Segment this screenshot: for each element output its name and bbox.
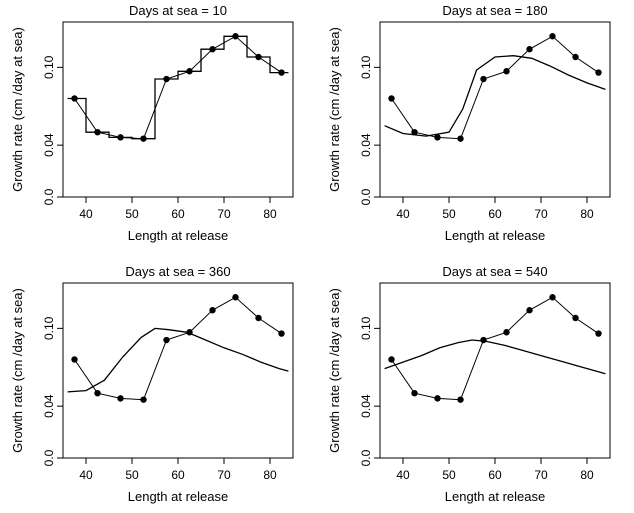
data-point [232, 294, 239, 301]
series-1-line [391, 35, 599, 140]
data-point [480, 336, 487, 344]
y-tick-label: 0.04 [42, 394, 56, 418]
data-point [117, 395, 124, 402]
y-tick-label: 0.04 [359, 394, 373, 418]
x-tick-label: 60 [171, 207, 185, 221]
series-1-line [74, 296, 282, 401]
x-tick-label: 70 [534, 207, 548, 221]
y-tick-label: 0.10 [42, 316, 56, 340]
panel-4: Days at sea = 540 40 50 60 70 80 0.0 0.04 0.10 Le… [327, 264, 611, 504]
y-tick-label: 0.10 [359, 316, 373, 340]
data-point [71, 356, 78, 363]
x-tick-label: 40 [79, 207, 93, 221]
x-tick-label: 80 [580, 468, 594, 482]
data-point [595, 69, 602, 76]
x-tick-label: 60 [171, 468, 185, 482]
x-tick-label: 60 [488, 207, 502, 221]
data-point [526, 46, 533, 53]
data-point [572, 314, 579, 322]
panel-title: Days at sea = 360 [125, 264, 230, 279]
y-axis-label: Growth rate (cm /day at sea) [327, 27, 342, 192]
data-point [411, 389, 418, 397]
x-tick-label: 60 [488, 468, 502, 482]
y-tick-label: 0.0 [359, 449, 373, 466]
x-tick-label: 70 [217, 207, 231, 221]
y-tick-label: 0.04 [42, 133, 56, 157]
x-tick-label: 80 [263, 468, 277, 482]
x-tick-label: 70 [217, 468, 231, 482]
panel-title: Days at sea = 180 [442, 3, 547, 18]
series-2-line [67, 327, 289, 393]
data-point [209, 307, 216, 314]
y-tick-label: 0.04 [359, 133, 373, 157]
plot-frame [62, 21, 294, 198]
x-axis-label: Length at release [128, 489, 228, 504]
data-point [480, 75, 487, 83]
data-point [388, 95, 395, 102]
data-point [457, 396, 464, 403]
x-axis-label: Length at release [445, 489, 545, 504]
data-point [434, 134, 441, 141]
series-2-line [384, 339, 606, 375]
data-point [255, 314, 262, 322]
data-point [572, 53, 579, 61]
y-axis-label: Growth rate (cm /day at sea) [327, 288, 342, 453]
y-tick-label: 0.0 [359, 188, 373, 205]
data-point [163, 336, 170, 344]
panel-title: Days at sea = 10 [129, 3, 227, 18]
x-tick-label: 70 [534, 468, 548, 482]
data-point [434, 395, 441, 402]
panel-1: Days at sea = 10 40 50 60 70 80 0.0 0.04 0.10 Len… [10, 3, 294, 243]
series-2-line [384, 55, 606, 137]
plot-frame [62, 282, 294, 459]
data-point [595, 330, 602, 337]
data-point [503, 329, 510, 336]
y-tick-label: 0.10 [42, 55, 56, 79]
data-point [388, 356, 395, 363]
data-point [503, 68, 510, 75]
x-axis-label: Length at release [445, 228, 545, 243]
y-tick-label: 0.10 [359, 55, 373, 79]
x-tick-label: 80 [580, 207, 594, 221]
y-tick-label: 0.0 [42, 449, 56, 466]
data-point [278, 330, 285, 337]
data-point [526, 307, 533, 314]
panel-title: Days at sea = 540 [442, 264, 547, 279]
x-tick-label: 50 [125, 207, 139, 221]
data-point [94, 389, 101, 397]
x-tick-label: 50 [125, 468, 139, 482]
data-point [549, 33, 556, 40]
data-point [140, 396, 147, 403]
data-point [411, 128, 418, 136]
panel-3: Days at sea = 360 40 50 60 70 80 0.0 0.04 0.10 Le… [10, 264, 294, 504]
y-axis-label: Growth rate (cm /day at sea) [10, 288, 25, 453]
panel-2: Days at sea = 180 40 50 60 70 80 0.0 0.04 0.10 Le… [327, 3, 611, 243]
y-axis-label: Growth rate (cm /day at sea) [10, 27, 25, 192]
x-tick-label: 50 [442, 468, 456, 482]
x-tick-label: 40 [79, 468, 93, 482]
x-tick-label: 40 [396, 207, 410, 221]
x-tick-label: 40 [396, 468, 410, 482]
data-point [457, 135, 464, 142]
series-2-line [67, 35, 289, 140]
x-axis-label: Length at release [128, 228, 228, 243]
data-point [549, 294, 556, 301]
plot-frame [379, 282, 611, 459]
y-tick-label: 0.0 [42, 188, 56, 205]
series-1-line [391, 296, 599, 401]
x-tick-label: 50 [442, 207, 456, 221]
plot-frame [379, 21, 611, 198]
series-1-line [74, 35, 282, 140]
x-tick-label: 80 [263, 207, 277, 221]
